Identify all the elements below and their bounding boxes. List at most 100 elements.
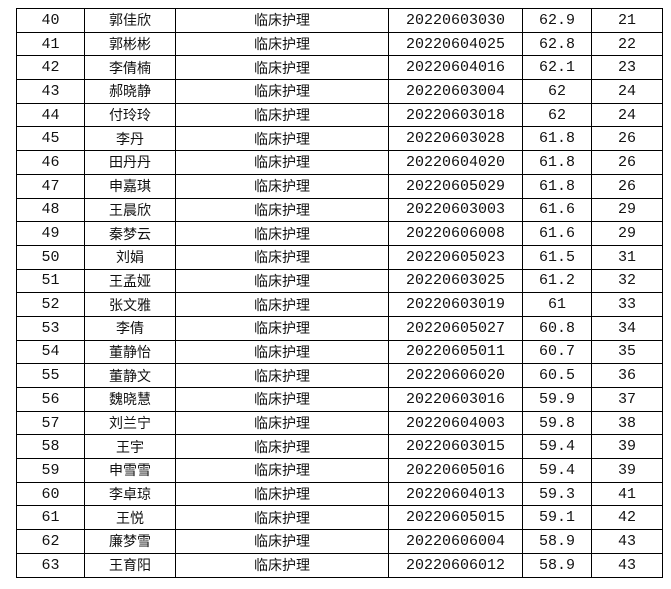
exam-id-cell: 20220603030 <box>388 8 523 33</box>
major-cell: 临床护理 <box>175 552 389 578</box>
score-cell: 62 <box>522 102 592 128</box>
score-cell: 61.8 <box>522 150 592 175</box>
exam-id-cell: 20220604013 <box>388 481 523 507</box>
table-row: 62 廉梦雪 临床护理 20220606004 58.9 43 <box>16 529 663 554</box>
major-cell: 临床护理 <box>175 79 389 104</box>
score-cell: 61.8 <box>522 126 592 152</box>
name-cell: 李卓琼 <box>84 481 176 507</box>
score-cell: 61.5 <box>522 244 592 270</box>
name-cell: 王悦 <box>84 505 176 531</box>
score-cell: 59.4 <box>522 458 592 483</box>
score-cell: 62.9 <box>522 8 592 33</box>
row-number-cell: 63 <box>16 552 85 578</box>
row-number-cell: 54 <box>16 339 85 365</box>
exam-id-cell: 20220606020 <box>388 363 523 388</box>
row-number-cell: 45 <box>16 126 85 152</box>
row-number-cell: 57 <box>16 410 85 436</box>
major-cell: 临床护理 <box>175 31 389 57</box>
score-cell: 61.2 <box>522 268 592 294</box>
score-cell: 60.5 <box>522 363 592 388</box>
table-row: 44 付玲玲 临床护理 20220603018 62 24 <box>16 102 663 128</box>
rank-cell: 32 <box>591 268 663 294</box>
score-cell: 61 <box>522 292 592 317</box>
exam-id-cell: 20220605029 <box>388 173 523 199</box>
name-cell: 李倩楠 <box>84 55 176 81</box>
rank-cell: 39 <box>591 434 663 460</box>
score-cell: 62.1 <box>522 55 592 81</box>
table-row: 47 申嘉琪 临床护理 20220605029 61.8 26 <box>16 173 663 199</box>
name-cell: 董静怡 <box>84 339 176 365</box>
name-cell: 郭佳欣 <box>84 8 176 33</box>
name-cell: 田丹丹 <box>84 150 176 175</box>
rank-cell: 24 <box>591 102 663 128</box>
row-number-cell: 52 <box>16 292 85 317</box>
major-cell: 临床护理 <box>175 55 389 81</box>
rank-cell: 39 <box>591 458 663 483</box>
name-cell: 董静文 <box>84 363 176 388</box>
major-cell: 临床护理 <box>175 221 389 246</box>
table-row: 55 董静文 临床护理 20220606020 60.5 36 <box>16 363 663 388</box>
row-number-cell: 44 <box>16 102 85 128</box>
table-row: 57 刘兰宁 临床护理 20220604003 59.8 38 <box>16 410 663 436</box>
row-number-cell: 47 <box>16 173 85 199</box>
table-row: 50 刘娟 临床护理 20220605023 61.5 31 <box>16 244 663 270</box>
row-number-cell: 62 <box>16 529 85 554</box>
name-cell: 廉梦雪 <box>84 529 176 554</box>
table-row: 59 申雪雪 临床护理 20220605016 59.4 39 <box>16 458 663 483</box>
major-cell: 临床护理 <box>175 244 389 270</box>
name-cell: 刘娟 <box>84 244 176 270</box>
major-cell: 临床护理 <box>175 315 389 341</box>
score-cell: 58.9 <box>522 552 592 578</box>
table-row: 63 王育阳 临床护理 20220606012 58.9 43 <box>16 552 663 578</box>
exam-id-cell: 20220603028 <box>388 126 523 152</box>
row-number-cell: 41 <box>16 31 85 57</box>
exam-id-cell: 20220603003 <box>388 197 523 223</box>
row-number-cell: 59 <box>16 458 85 483</box>
major-cell: 临床护理 <box>175 126 389 152</box>
exam-id-cell: 20220605027 <box>388 315 523 341</box>
row-number-cell: 49 <box>16 221 85 246</box>
name-cell: 王晨欣 <box>84 197 176 223</box>
score-cell: 61.6 <box>522 197 592 223</box>
rank-cell: 34 <box>591 315 663 341</box>
rank-cell: 26 <box>591 173 663 199</box>
name-cell: 郝晓静 <box>84 79 176 104</box>
table-row: 54 董静怡 临床护理 20220605011 60.7 35 <box>16 339 663 365</box>
row-number-cell: 42 <box>16 55 85 81</box>
exam-id-cell: 20220603019 <box>388 292 523 317</box>
score-cell: 60.8 <box>522 315 592 341</box>
table-row: 46 田丹丹 临床护理 20220604020 61.8 26 <box>16 150 663 175</box>
table-row: 42 李倩楠 临床护理 20220604016 62.1 23 <box>16 55 663 81</box>
score-cell: 59.9 <box>522 387 592 412</box>
table-row: 61 王悦 临床护理 20220605015 59.1 42 <box>16 505 663 531</box>
score-cell: 59.3 <box>522 481 592 507</box>
rank-cell: 26 <box>591 126 663 152</box>
name-cell: 张文雅 <box>84 292 176 317</box>
rank-cell: 41 <box>591 481 663 507</box>
major-cell: 临床护理 <box>175 173 389 199</box>
name-cell: 秦梦云 <box>84 221 176 246</box>
rank-cell: 24 <box>591 79 663 104</box>
major-cell: 临床护理 <box>175 387 389 412</box>
table-row: 60 李卓琼 临床护理 20220604013 59.3 41 <box>16 481 663 507</box>
row-number-cell: 56 <box>16 387 85 412</box>
name-cell: 刘兰宁 <box>84 410 176 436</box>
rank-cell: 29 <box>591 197 663 223</box>
exam-id-cell: 20220603025 <box>388 268 523 294</box>
name-cell: 郭彬彬 <box>84 31 176 57</box>
name-cell: 申雪雪 <box>84 458 176 483</box>
major-cell: 临床护理 <box>175 363 389 388</box>
name-cell: 申嘉琪 <box>84 173 176 199</box>
major-cell: 临床护理 <box>175 150 389 175</box>
score-cell: 61.8 <box>522 173 592 199</box>
major-cell: 临床护理 <box>175 268 389 294</box>
rank-cell: 43 <box>591 529 663 554</box>
exam-id-cell: 20220605015 <box>388 505 523 531</box>
major-cell: 临床护理 <box>175 8 389 33</box>
rank-cell: 29 <box>591 221 663 246</box>
exam-id-cell: 20220605016 <box>388 458 523 483</box>
exam-id-cell: 20220603016 <box>388 387 523 412</box>
results-table: 40 郭佳欣 临床护理 20220603030 62.9 21 41 郭彬彬 临床护理 20220… <box>16 8 663 578</box>
table-row: 58 王宇 临床护理 20220603015 59.4 39 <box>16 434 663 460</box>
table-row: 41 郭彬彬 临床护理 20220604025 62.8 22 <box>16 31 663 57</box>
